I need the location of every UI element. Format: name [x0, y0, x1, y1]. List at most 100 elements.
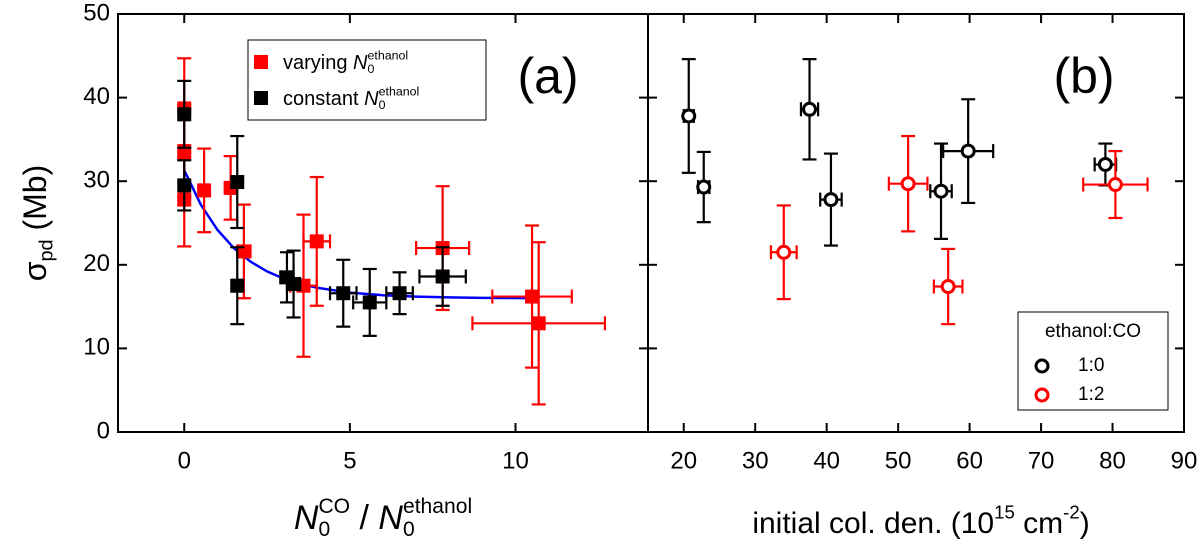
- data-point: [491, 224, 573, 369]
- data-point: [418, 246, 467, 307]
- label-part: ethanol: [367, 49, 408, 63]
- marker: [286, 277, 301, 292]
- label-part: /: [350, 499, 378, 537]
- marker: [177, 178, 192, 193]
- x-tick-label: 10: [502, 447, 529, 474]
- marker: [230, 278, 245, 293]
- marker: [776, 244, 792, 260]
- marker: [933, 183, 949, 199]
- label-part: σ: [17, 261, 53, 281]
- data-point: [769, 204, 798, 301]
- plot-frame: [647, 13, 1185, 433]
- label-part: 0: [379, 98, 386, 112]
- label-part: ethanol: [403, 495, 472, 518]
- data-point: [177, 79, 192, 149]
- y-tick-label: 30: [83, 167, 110, 194]
- marker: [177, 107, 192, 122]
- x-tick-label: 5: [343, 447, 356, 474]
- x-axis-label: initial col. den. (1015 cm-2): [752, 502, 1089, 540]
- marker: [435, 269, 450, 284]
- data-point: [932, 247, 964, 326]
- marker: [900, 176, 916, 192]
- data-point: [328, 258, 358, 328]
- x-tick-label: 60: [956, 447, 983, 474]
- x-tick-label: 80: [1099, 447, 1126, 474]
- label-part: ): [1080, 507, 1090, 540]
- data-point: [177, 159, 192, 212]
- panel-label: (a): [517, 48, 578, 104]
- label-part: 0: [403, 518, 415, 541]
- label-part: pd: [36, 239, 58, 261]
- x-tick-label: 30: [742, 447, 769, 474]
- label-part: N: [364, 88, 379, 110]
- data-point: [929, 142, 953, 240]
- data-point: [887, 134, 929, 233]
- legend-title: ethanol:CO: [1045, 321, 1141, 342]
- legend-swatch: [254, 55, 268, 69]
- marker: [802, 101, 818, 117]
- legend-box: [247, 39, 487, 121]
- data-point: [799, 58, 820, 161]
- marker: [1107, 177, 1123, 193]
- x-tick-label: 70: [1028, 447, 1055, 474]
- label-part: N: [353, 52, 368, 74]
- x-axis-label: N0CO / N0ethanol: [294, 495, 472, 541]
- data-point: [681, 58, 697, 174]
- data-point: [230, 134, 245, 230]
- data-point: [230, 246, 245, 326]
- data-point: [302, 175, 332, 307]
- marker: [392, 286, 407, 301]
- marker: [696, 179, 712, 195]
- label-part: (Mb): [17, 165, 53, 240]
- legend-label: 1:0: [1078, 355, 1104, 376]
- data-point: [1082, 150, 1149, 220]
- marker: [362, 295, 377, 310]
- data-point: [285, 249, 302, 319]
- x-tick-label: 40: [813, 447, 840, 474]
- label-part: varying: [283, 52, 353, 74]
- marker: [1097, 156, 1113, 172]
- label-part: N: [294, 499, 319, 537]
- x-tick-label: 90: [1171, 447, 1198, 474]
- marker: [960, 143, 976, 159]
- y-axis-label: σpd (Mb): [17, 165, 57, 281]
- legend-label: varying N0ethanol: [283, 49, 408, 77]
- marker: [309, 234, 324, 249]
- label-part: ethanol: [379, 85, 420, 99]
- data-point: [197, 147, 212, 234]
- marker: [681, 108, 697, 124]
- data-point: [352, 267, 388, 337]
- label-part: cm: [1015, 507, 1063, 540]
- legend-swatch: [1034, 358, 1050, 374]
- label-part: constant: [283, 88, 364, 110]
- label-part: 0: [367, 62, 374, 76]
- label-part: 15: [994, 502, 1015, 523]
- x-tick-label: 50: [885, 447, 912, 474]
- label-part: CO: [318, 495, 350, 518]
- y-tick-label: 0: [97, 417, 110, 444]
- y-tick-label: 20: [83, 250, 110, 277]
- label-part: 0: [318, 518, 330, 541]
- x-tick-label: 20: [670, 447, 697, 474]
- data-point: [471, 241, 607, 406]
- marker: [940, 279, 956, 295]
- y-tick-label: 50: [83, 0, 110, 26]
- label-part: initial col. den. (10: [752, 507, 994, 540]
- label-part: N: [378, 499, 403, 537]
- legend-label: constant N0ethanol: [283, 85, 419, 113]
- legend-swatch: [1034, 387, 1050, 403]
- legend-swatch: [254, 91, 268, 105]
- data-point: [385, 271, 414, 316]
- x-tick-label: 0: [178, 447, 191, 474]
- marker: [336, 286, 351, 301]
- marker: [525, 289, 540, 304]
- data-point: [819, 152, 843, 247]
- marker: [230, 175, 245, 190]
- data-point: [696, 150, 712, 224]
- y-tick-label: 40: [83, 83, 110, 110]
- marker: [197, 183, 212, 198]
- label-part: -2: [1063, 502, 1080, 523]
- legend-label: 1:2: [1078, 384, 1104, 405]
- data-point: [942, 98, 995, 205]
